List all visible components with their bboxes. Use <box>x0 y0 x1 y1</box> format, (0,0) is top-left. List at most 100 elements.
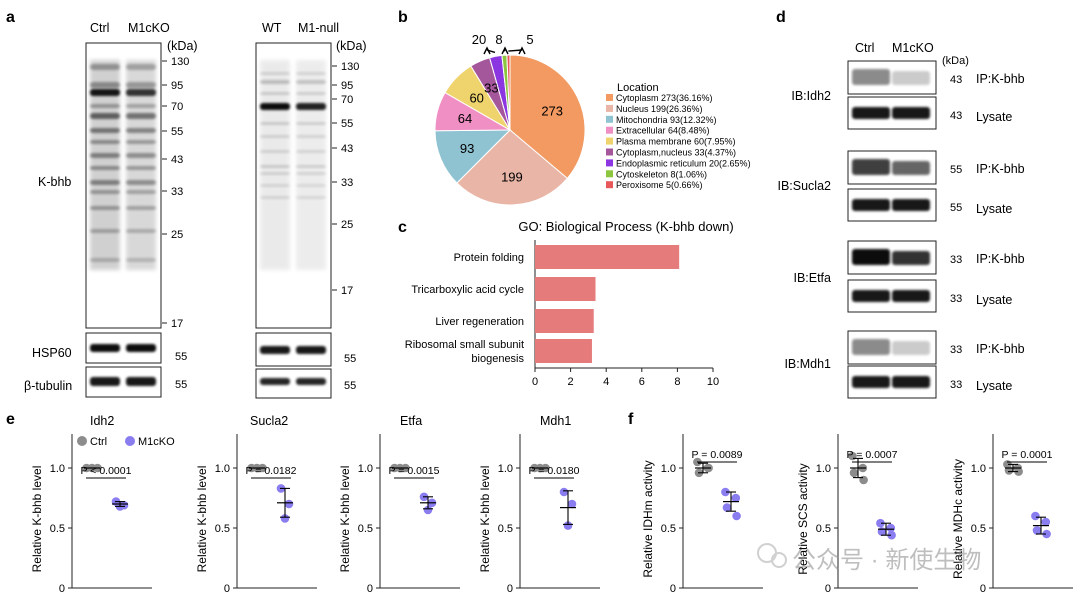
x-tick-label: 4 <box>603 376 609 388</box>
marker-label: 33 <box>171 186 183 198</box>
ip-label: IP:K-bhb <box>976 252 1025 266</box>
plot-title: Mdh1 <box>540 414 571 428</box>
kda-unit-d: (kDa) <box>942 55 969 67</box>
go-title: GO: Biological Process (K-bhb down) <box>518 219 733 234</box>
kda-label: 33 <box>950 254 962 266</box>
band-lysate-ko <box>892 376 930 388</box>
band-lane1 <box>90 104 120 108</box>
pie-slice-label: 8 <box>495 32 502 47</box>
pvalue-label: P = 0.0089 <box>692 449 743 461</box>
y-axis-label: Relative K-bhb level <box>30 466 44 573</box>
band-lane2 <box>296 72 326 75</box>
pvalue-label: P = 0.0001 <box>1002 449 1053 461</box>
watermark: 公众号 · 新使生物 <box>757 543 981 574</box>
y-tick-label: 1.0 <box>971 463 986 475</box>
band-tubulin <box>260 378 290 385</box>
arrow-icon <box>501 46 509 55</box>
band-tubulin <box>296 378 326 385</box>
y-tick-label: 0.5 <box>816 523 831 535</box>
gel-kbhb-left <box>85 42 162 398</box>
band-lane2 <box>126 166 156 170</box>
kda-label: 43 <box>950 74 962 86</box>
band-lane2 <box>126 153 156 158</box>
go-category-label: Tricarboxylic acid cycle <box>411 284 524 296</box>
band-lane2 <box>296 122 326 125</box>
x-tick-label: 10 <box>707 376 719 388</box>
band-lysate-ctrl <box>852 199 890 211</box>
pie-slice-label: 5 <box>526 32 533 47</box>
pie-slice <box>456 129 569 206</box>
pie-slice-label: 60 <box>469 91 483 106</box>
data-point <box>849 468 859 478</box>
marker-label: 55 <box>341 118 353 130</box>
band-lysate-ctrl <box>852 290 890 302</box>
dot-plot: 0 0.5 1.0 Relative K-bhb level Mdh1 P = 0.018… <box>478 414 600 595</box>
band-lane2 <box>126 104 156 108</box>
band-lane1 <box>260 72 290 75</box>
data-point <box>859 475 868 485</box>
band-lane1 <box>90 82 120 88</box>
marker-label: 43 <box>171 154 183 166</box>
band-lane2 <box>296 150 326 153</box>
lysate-label: Lysate <box>976 293 1012 307</box>
plot-title: Idh2 <box>90 414 114 428</box>
band-lysate-ctrl <box>852 376 890 388</box>
band-ip-ko <box>892 71 930 85</box>
y-tick-label: 0 <box>507 583 513 595</box>
pie-slice-label: 273 <box>541 103 563 118</box>
legend-title: Location <box>617 82 659 94</box>
legend-entry: Peroxisome 5(0.66%) <box>616 180 703 190</box>
watermark-text: 公众号 · 新使生物 <box>792 547 981 574</box>
go-category-label: Liver regeneration <box>435 316 524 328</box>
kda-unit-left: (kDa) <box>167 39 198 53</box>
pie-slice-label: 93 <box>460 141 474 156</box>
pvalue-label: P = 0.0007 <box>847 449 898 461</box>
band-lane2 <box>296 80 326 84</box>
x-tick-label: 8 <box>674 376 680 388</box>
y-tick-label: 0.5 <box>498 523 513 535</box>
y-tick-label: 0.5 <box>661 523 676 535</box>
band-ip-ctrl <box>852 159 890 175</box>
pvalue-label: P < 0.0001 <box>81 465 132 477</box>
legend-swatch <box>606 115 613 123</box>
band-lane1 <box>260 122 290 125</box>
panel-label-e: e <box>6 411 15 428</box>
gel-kbhb-right <box>255 42 332 399</box>
x-tick-label: 0 <box>532 376 538 388</box>
plot-title: Etfa <box>400 414 422 428</box>
lane-label-d-ctrl: Ctrl <box>855 41 874 55</box>
band-lane1 <box>260 196 290 199</box>
pie-slice-label: 64 <box>458 111 472 126</box>
y-tick-label: 0 <box>224 583 230 595</box>
band-lane2 <box>296 92 326 95</box>
pie-slice-label: 33 <box>484 80 498 95</box>
marker-label: 25 <box>171 229 183 241</box>
legend-entry: Cytoplasm 273(36.16%) <box>616 93 713 103</box>
dot-plot: 0 0.5 1.0 Relative K-bhb level Sucla2 P = 0.0… <box>195 414 317 595</box>
kda-label: 33 <box>950 379 962 391</box>
band-lane1 <box>90 64 120 70</box>
go-bar <box>535 245 680 269</box>
y-tick-label: 0.5 <box>50 523 65 535</box>
dot-plot: 0 0.5 1.0 Relative MDHc activity P = 0.0001 <box>951 434 1073 595</box>
band-hsp60 <box>296 346 326 354</box>
tubulin-marker-left: 55 <box>175 379 187 391</box>
band-lane1 <box>90 166 120 170</box>
data-point <box>731 493 741 503</box>
ib-label: IB:Sucla2 <box>777 179 831 193</box>
marker-label: 33 <box>341 177 353 189</box>
data-point <box>1032 526 1042 535</box>
legend-swatch <box>606 126 613 134</box>
go-bar-chart: 0 2 4 6 8 10 Protein folding Tricarboxylic acid… <box>405 240 719 388</box>
data-point <box>887 530 896 540</box>
marker-label: 55 <box>171 126 183 138</box>
band-lysate-ko <box>892 107 930 119</box>
marker-label: 70 <box>341 94 353 106</box>
data-point <box>1004 466 1014 475</box>
data-point <box>1041 517 1051 527</box>
y-axis-label: Relative MDHc activity <box>951 459 965 579</box>
y-tick-label: 0 <box>59 583 65 595</box>
band-ip-ko <box>892 341 930 355</box>
